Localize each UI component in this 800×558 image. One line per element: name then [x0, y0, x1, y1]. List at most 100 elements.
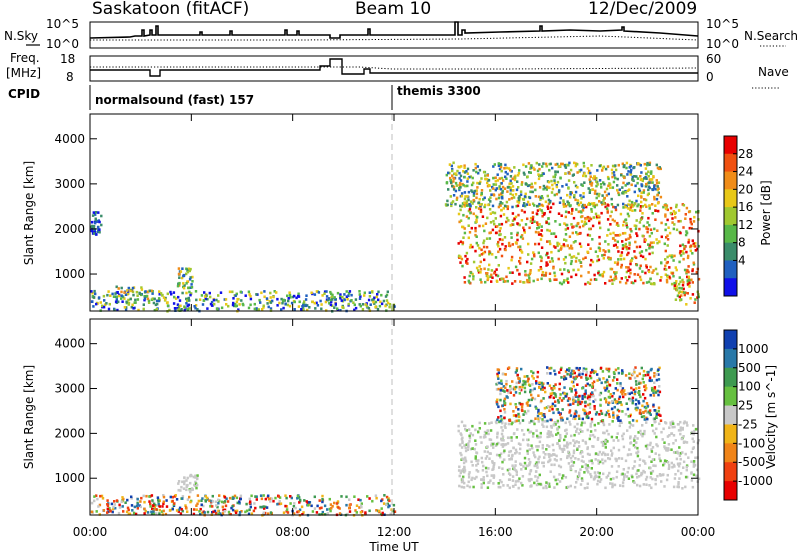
echo-cell	[108, 507, 111, 510]
echo-cell	[289, 296, 292, 299]
echo-cell	[598, 378, 601, 381]
echo-cell	[541, 420, 544, 423]
echo-cell	[628, 233, 632, 237]
echo-cell	[589, 422, 592, 426]
echo-cell	[650, 172, 653, 175]
echo-cell	[627, 477, 631, 480]
echo-cell	[696, 296, 699, 299]
echo-cell	[542, 461, 545, 465]
echo-cell	[657, 373, 660, 376]
echo-cell	[111, 510, 114, 514]
echo-cell	[235, 496, 239, 500]
echo-cell	[460, 469, 463, 472]
echo-cell	[501, 202, 504, 205]
echo-cell	[589, 376, 593, 380]
echo-cell	[522, 379, 525, 383]
echo-cell	[604, 167, 608, 171]
echo-cell	[598, 249, 602, 253]
echo-cell	[117, 294, 121, 298]
echo-cell	[670, 448, 673, 451]
echo-cell	[534, 230, 538, 234]
echo-cell	[99, 494, 102, 498]
echo-cell	[668, 275, 671, 279]
echo-cell	[565, 239, 568, 242]
echo-cell	[603, 197, 606, 200]
echo-cell	[622, 165, 626, 168]
echo-cell	[626, 226, 629, 229]
echo-cell	[342, 306, 345, 310]
echo-cell	[200, 294, 204, 297]
echo-cell	[532, 279, 535, 283]
echo-cell	[608, 415, 611, 418]
echo-cell	[569, 403, 572, 406]
echo-cell	[484, 466, 488, 470]
echo-cell	[489, 452, 492, 455]
echo-cell	[498, 238, 502, 241]
echo-cell	[315, 301, 318, 305]
echo-cell	[471, 245, 474, 249]
echo-cell	[482, 239, 486, 243]
echo-cell	[148, 289, 151, 293]
echo-cell	[497, 205, 501, 209]
echo-cell	[607, 390, 610, 393]
x-tick-label: 12:00	[377, 525, 412, 539]
echo-cell	[653, 282, 656, 286]
echo-cell	[666, 274, 669, 278]
echo-cell	[506, 436, 510, 439]
echo-cell	[546, 207, 550, 210]
echo-cell	[533, 168, 536, 171]
echo-cell	[552, 385, 556, 388]
echo-cell	[493, 211, 497, 215]
echo-cell	[480, 253, 484, 256]
echo-cell	[326, 512, 330, 515]
echo-cell	[557, 401, 560, 404]
echo-cell	[208, 499, 211, 503]
echo-cell	[647, 170, 650, 174]
echo-cell	[672, 485, 676, 489]
echo-cell	[535, 463, 539, 466]
echo-cell	[553, 175, 557, 179]
echo-cell	[186, 510, 189, 513]
echo-cell	[630, 281, 633, 284]
echo-cell	[655, 238, 658, 241]
echo-cell	[528, 404, 532, 407]
echo-cell	[563, 279, 566, 282]
echo-cell	[589, 171, 592, 175]
echo-cell	[276, 297, 279, 301]
echo-cell	[605, 476, 608, 479]
echo-cell	[648, 234, 652, 238]
echo-cell	[674, 439, 677, 442]
echo-cell	[259, 494, 263, 497]
echo-cell	[458, 182, 462, 185]
echo-cell	[564, 377, 568, 380]
echo-cell	[530, 164, 533, 167]
echo-cell	[650, 367, 653, 371]
echo-cell	[529, 262, 533, 265]
echo-cell	[504, 175, 507, 179]
echo-cell	[654, 464, 657, 468]
echo-cell	[556, 244, 559, 248]
echo-cell	[674, 451, 677, 454]
echo-cell	[666, 218, 669, 222]
echo-cell	[608, 367, 611, 371]
echo-cell	[190, 474, 193, 478]
echo-cell	[631, 419, 635, 422]
echo-cell	[468, 208, 472, 211]
echo-cell	[578, 259, 581, 262]
time-axis: 00:00 04:00 08:00 12:00 16:00 20:00 00:00	[73, 114, 715, 539]
echo-cell	[556, 442, 559, 445]
echo-cell	[502, 207, 505, 210]
echo-cell	[620, 263, 623, 267]
echo-cell	[605, 378, 609, 382]
echo-cell	[288, 304, 292, 308]
echo-cell	[106, 511, 109, 514]
echo-cell	[239, 290, 242, 294]
echo-cell	[656, 389, 660, 393]
echo-cell	[622, 432, 625, 436]
echo-cell	[631, 178, 634, 181]
echo-cell	[619, 382, 622, 385]
echo-cell	[129, 289, 132, 293]
echo-cell	[260, 497, 264, 501]
echo-cell	[602, 377, 605, 380]
echo-cell	[514, 448, 518, 452]
